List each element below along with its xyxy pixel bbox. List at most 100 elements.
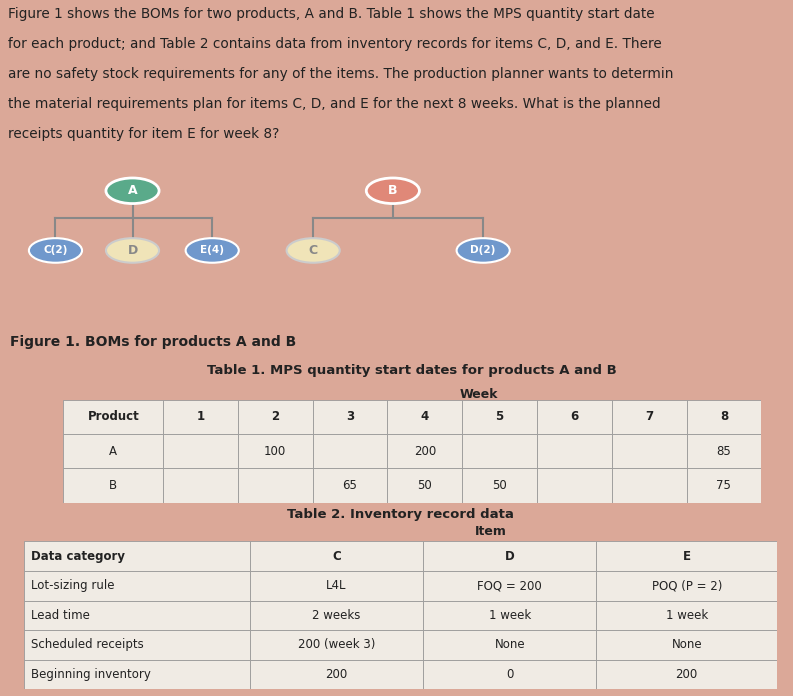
Text: Table 1. MPS quantity start dates for products A and B: Table 1. MPS quantity start dates for pr… bbox=[208, 364, 617, 377]
Bar bbox=[462, 400, 537, 434]
Bar bbox=[537, 434, 611, 468]
Ellipse shape bbox=[29, 238, 82, 262]
Bar bbox=[596, 601, 777, 630]
Text: 100: 100 bbox=[264, 445, 286, 458]
Bar bbox=[250, 660, 423, 689]
Text: E(4): E(4) bbox=[200, 246, 224, 255]
Text: B: B bbox=[388, 184, 397, 197]
Text: 3: 3 bbox=[346, 411, 354, 423]
Text: 8: 8 bbox=[720, 411, 728, 423]
Bar bbox=[388, 434, 462, 468]
Text: 50: 50 bbox=[417, 479, 432, 492]
Bar bbox=[163, 434, 238, 468]
Text: C: C bbox=[332, 550, 341, 563]
Ellipse shape bbox=[457, 238, 510, 262]
Text: 85: 85 bbox=[717, 445, 731, 458]
Bar bbox=[238, 468, 312, 503]
Bar bbox=[24, 571, 250, 601]
Text: 200: 200 bbox=[325, 667, 347, 681]
Bar bbox=[537, 468, 611, 503]
Text: None: None bbox=[672, 638, 702, 651]
Text: B: B bbox=[109, 479, 117, 492]
Text: C(2): C(2) bbox=[44, 246, 67, 255]
Bar bbox=[238, 400, 312, 434]
Text: Lead time: Lead time bbox=[32, 609, 90, 622]
Bar bbox=[423, 541, 596, 571]
Text: are no safety stock requirements for any of the items. The production planner wa: are no safety stock requirements for any… bbox=[8, 67, 673, 81]
Bar bbox=[388, 400, 462, 434]
Text: Table 2. Inventory record data: Table 2. Inventory record data bbox=[287, 508, 514, 521]
Text: Data category: Data category bbox=[32, 550, 125, 563]
Bar bbox=[596, 571, 777, 601]
Bar bbox=[611, 400, 687, 434]
Text: 4: 4 bbox=[421, 411, 429, 423]
Text: A: A bbox=[109, 445, 117, 458]
Bar bbox=[596, 630, 777, 660]
Ellipse shape bbox=[286, 238, 339, 262]
Bar bbox=[312, 400, 388, 434]
Bar bbox=[388, 468, 462, 503]
Text: 1 week: 1 week bbox=[665, 609, 708, 622]
Bar bbox=[63, 468, 163, 503]
Text: Week: Week bbox=[459, 388, 498, 402]
Text: Lot-sizing rule: Lot-sizing rule bbox=[32, 579, 115, 592]
Text: 75: 75 bbox=[716, 479, 731, 492]
Bar bbox=[423, 660, 596, 689]
Text: E: E bbox=[683, 550, 691, 563]
Text: 200 (week 3): 200 (week 3) bbox=[297, 638, 375, 651]
Ellipse shape bbox=[106, 238, 159, 262]
Text: 0: 0 bbox=[506, 667, 513, 681]
Ellipse shape bbox=[106, 178, 159, 203]
Text: 7: 7 bbox=[645, 411, 653, 423]
Bar bbox=[250, 571, 423, 601]
Bar bbox=[596, 660, 777, 689]
Bar bbox=[24, 601, 250, 630]
Bar bbox=[63, 400, 163, 434]
Text: receipts quantity for item E for week 8?: receipts quantity for item E for week 8? bbox=[8, 127, 279, 141]
Bar bbox=[423, 601, 596, 630]
Text: Product: Product bbox=[87, 411, 139, 423]
Text: the material requirements plan for items C, D, and E for the next 8 weeks. What : the material requirements plan for items… bbox=[8, 97, 661, 111]
Bar bbox=[687, 468, 761, 503]
Text: 2: 2 bbox=[271, 411, 279, 423]
Bar bbox=[312, 434, 388, 468]
Ellipse shape bbox=[186, 238, 239, 262]
Bar bbox=[312, 468, 388, 503]
Text: 200: 200 bbox=[676, 667, 698, 681]
Text: Beginning inventory: Beginning inventory bbox=[32, 667, 151, 681]
Bar bbox=[163, 400, 238, 434]
Bar bbox=[63, 434, 163, 468]
Bar bbox=[423, 630, 596, 660]
Bar bbox=[423, 571, 596, 601]
Text: 6: 6 bbox=[570, 411, 578, 423]
Text: D: D bbox=[505, 550, 515, 563]
Text: Scheduled receipts: Scheduled receipts bbox=[32, 638, 144, 651]
Text: 5: 5 bbox=[496, 411, 504, 423]
Text: D(2): D(2) bbox=[470, 246, 496, 255]
Text: 65: 65 bbox=[343, 479, 358, 492]
Text: 200: 200 bbox=[414, 445, 436, 458]
Text: L4L: L4L bbox=[326, 579, 347, 592]
Bar bbox=[462, 434, 537, 468]
Bar bbox=[611, 434, 687, 468]
Text: C: C bbox=[308, 244, 318, 257]
Text: 50: 50 bbox=[492, 479, 507, 492]
Text: A: A bbox=[128, 184, 137, 197]
Bar bbox=[687, 400, 761, 434]
Bar bbox=[24, 630, 250, 660]
Text: Figure 1. BOMs for products A and B: Figure 1. BOMs for products A and B bbox=[10, 335, 297, 349]
Bar bbox=[250, 541, 423, 571]
Bar bbox=[611, 468, 687, 503]
Bar bbox=[24, 541, 250, 571]
Text: POQ (P = 2): POQ (P = 2) bbox=[652, 579, 722, 592]
Bar bbox=[250, 630, 423, 660]
Text: Item: Item bbox=[475, 525, 507, 538]
Bar bbox=[238, 434, 312, 468]
Text: for each product; and Table 2 contains data from inventory records for items C, : for each product; and Table 2 contains d… bbox=[8, 37, 661, 51]
Text: 1: 1 bbox=[197, 411, 205, 423]
Text: None: None bbox=[494, 638, 525, 651]
Bar bbox=[596, 541, 777, 571]
Text: Figure 1 shows the BOMs for two products, A and B. Table 1 shows the MPS quantit: Figure 1 shows the BOMs for two products… bbox=[8, 7, 654, 21]
Bar bbox=[537, 400, 611, 434]
Bar bbox=[250, 601, 423, 630]
